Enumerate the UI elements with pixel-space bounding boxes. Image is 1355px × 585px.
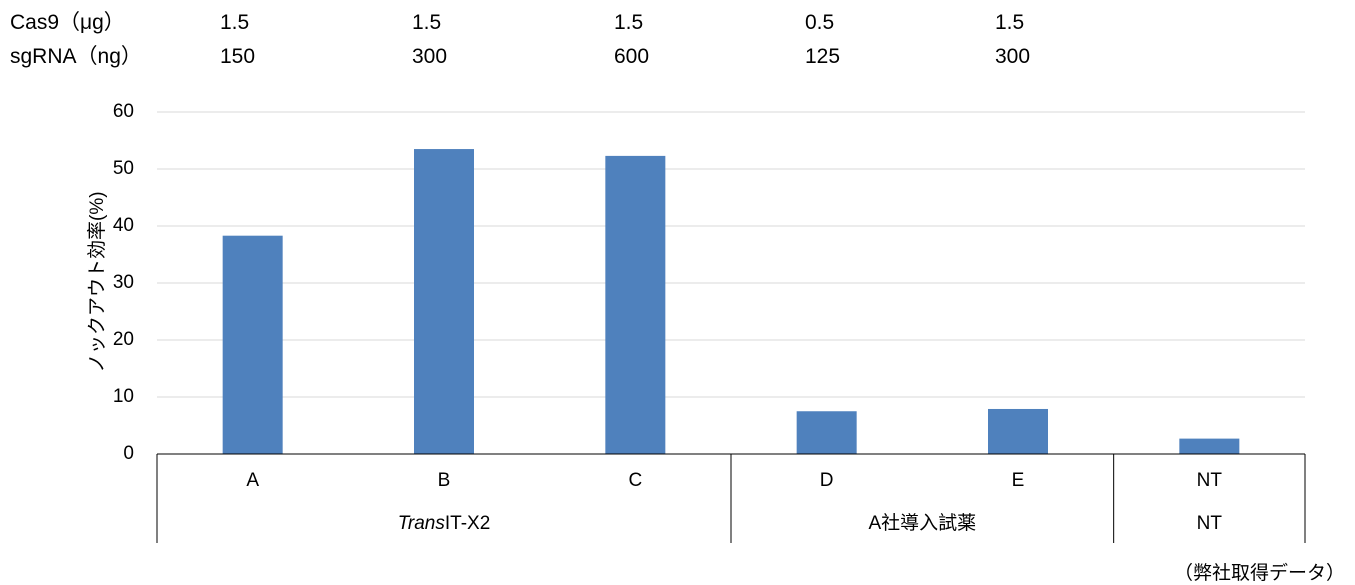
x-category-label: NT (1197, 470, 1223, 491)
x-group-label: TransIT-X2 (398, 513, 491, 534)
cas9-row-label: Cas9（μg） (10, 11, 125, 34)
cas9-value-e: 1.5 (995, 11, 1025, 34)
x-category-label: C (628, 470, 642, 491)
sgrna-row-label: sgRNA（ng） (10, 45, 142, 68)
sgrna-value-a: 150 (220, 45, 256, 68)
cas9-value-a: 1.5 (220, 11, 250, 34)
x-group-label: A社導入試薬 (868, 512, 976, 534)
x-category-labels: A B C D E NT (246, 470, 1222, 491)
x-category-label: A (246, 470, 259, 491)
sgrna-value-e: 300 (995, 45, 1031, 68)
cas9-value-b: 1.5 (412, 11, 442, 34)
y-tick-label: 50 (113, 158, 134, 179)
sgrna-value-b: 300 (412, 45, 448, 68)
sgrna-value-c: 600 (614, 45, 650, 68)
bar-chart: 0 10 20 30 40 50 60 A B C D E NT TransIT-X2 A社導入試薬 NT… (86, 101, 1306, 543)
y-tick-label: 30 (113, 272, 134, 293)
gridlines (157, 111, 1305, 398)
bars (222, 149, 1240, 455)
bar-e (988, 408, 1048, 454)
x-group-labels: TransIT-X2 A社導入試薬 NT (398, 512, 1223, 534)
sgrna-value-d: 125 (805, 45, 841, 68)
y-tick-label: 20 (113, 329, 134, 350)
x-category-label: D (820, 470, 834, 491)
bar-a (222, 235, 283, 454)
x-category-label: E (1012, 470, 1025, 491)
axes (156, 453, 1306, 543)
y-tick-labels: 0 10 20 30 40 50 60 (113, 101, 134, 464)
cas9-value-d: 0.5 (805, 11, 835, 34)
y-axis-label: ノックアウト効率(%) (86, 191, 108, 372)
footnote: （弊社取得データ） (1173, 563, 1345, 584)
cas9-value-c: 1.5 (614, 11, 644, 34)
x-category-label: B (438, 470, 451, 491)
bar-nt (1179, 438, 1240, 454)
bar-c (605, 155, 666, 454)
y-tick-label: 40 (113, 215, 134, 236)
bar-b (414, 149, 474, 455)
x-group-label: NT (1197, 513, 1223, 534)
y-tick-label: 0 (123, 443, 134, 464)
bar-d (796, 411, 857, 454)
y-tick-label: 10 (113, 386, 134, 407)
y-tick-label: 60 (113, 101, 134, 122)
